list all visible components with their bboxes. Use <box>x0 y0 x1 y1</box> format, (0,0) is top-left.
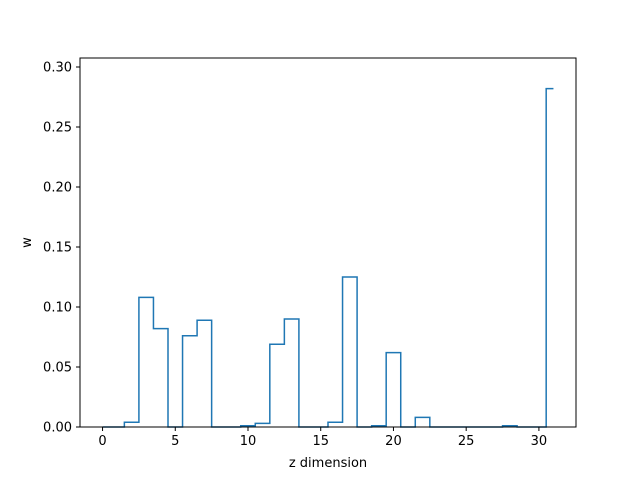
y-tick-label: 0.25 <box>43 121 72 136</box>
x-tick-label: 0 <box>98 434 106 449</box>
y-tick-label: 0.00 <box>43 421 72 436</box>
x-tick-label: 5 <box>171 434 179 449</box>
x-tick-label: 20 <box>385 434 402 449</box>
x-tick-label: 30 <box>531 434 548 449</box>
y-tick-label: 0.20 <box>43 181 72 196</box>
x-tick-label: 10 <box>240 434 257 449</box>
x-tick-label: 25 <box>458 434 475 449</box>
x-axis-label: z dimension <box>289 456 367 471</box>
y-tick-label: 0.05 <box>43 361 72 376</box>
x-tick-label: 15 <box>312 434 329 449</box>
y-tick-label: 0.15 <box>43 241 72 256</box>
y-axis-label: w <box>20 237 35 248</box>
series-step-line <box>102 87 554 428</box>
plot-frame <box>79 57 577 428</box>
y-tick-label: 0.30 <box>43 61 72 76</box>
y-tick-label: 0.10 <box>43 301 72 316</box>
